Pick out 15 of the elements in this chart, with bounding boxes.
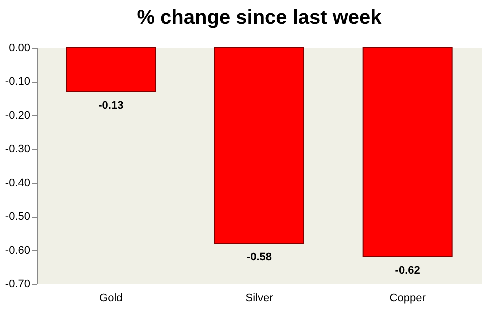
- data-label: -0.58: [246, 252, 272, 264]
- y-tick-label: -0.50: [5, 211, 30, 224]
- x-tick-label: Silver: [246, 292, 274, 304]
- y-tick-label: -0.60: [5, 244, 30, 257]
- y-tick-label: 0.00: [9, 42, 30, 54]
- y-tick-label: -0.20: [5, 110, 30, 122]
- x-tick-label: Gold: [100, 292, 123, 304]
- y-tick-label: -0.30: [5, 144, 30, 156]
- chart-title: % change since last week: [137, 7, 383, 29]
- x-tick-label: Copper: [390, 292, 426, 304]
- y-tick-label: -0.70: [5, 278, 30, 290]
- data-label: -0.13: [98, 100, 124, 112]
- y-tick-label: -0.40: [5, 177, 30, 190]
- data-label: -0.62: [395, 265, 420, 278]
- y-tick-label: -0.10: [5, 76, 30, 88]
